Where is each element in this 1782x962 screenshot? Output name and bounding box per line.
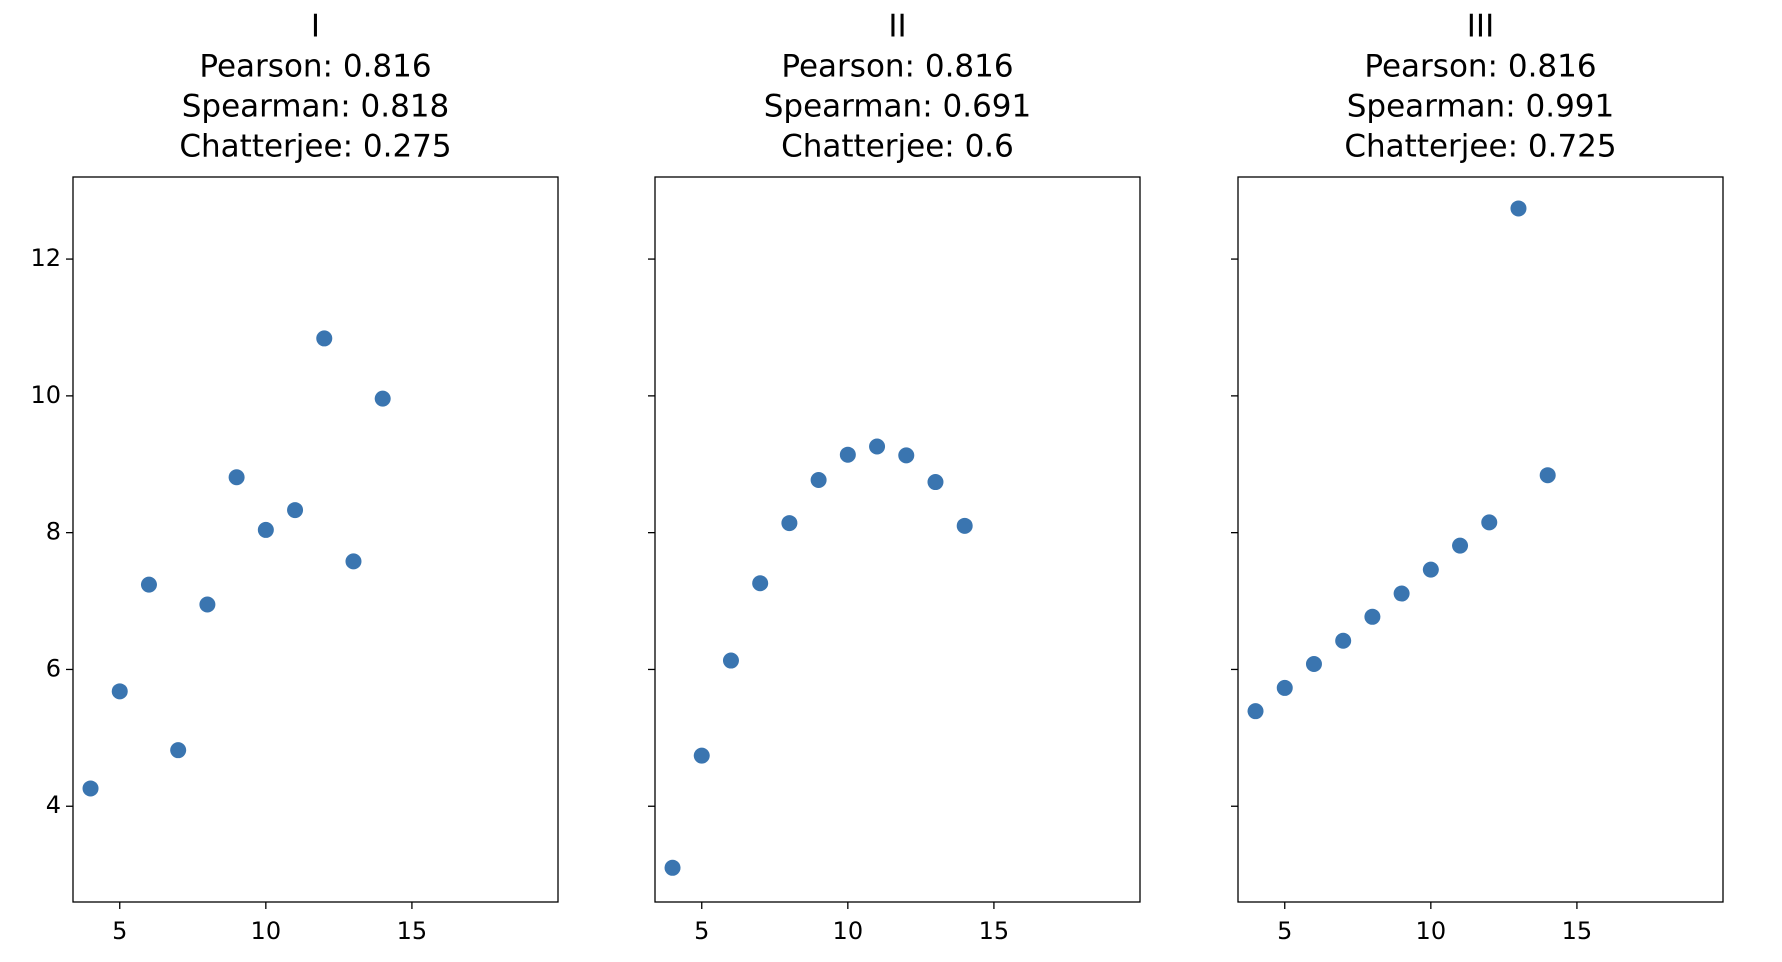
x-tick-label: 10 [1416,917,1447,945]
data-point [111,683,128,700]
data-point [1539,467,1556,484]
x-tick-label: 10 [251,917,282,945]
x-tick-label: 10 [833,917,864,945]
subplot-title-line: Chatterjee: 0.6 [781,129,1014,165]
data-point [228,469,245,486]
data-point [869,438,886,455]
y-tick-label: 8 [46,518,61,546]
data-point [927,474,944,491]
data-point [374,390,391,407]
x-tick-label: 15 [1562,917,1593,945]
data-point [898,447,915,464]
data-point [810,471,827,488]
y-tick-label: 12 [30,244,61,272]
data-point [839,446,856,463]
data-point [1393,585,1410,602]
data-point [781,515,798,532]
subplot-title-line: Spearman: 0.991 [1347,89,1615,125]
data-point [287,502,304,519]
data-point [1276,679,1293,696]
y-tick-label: 6 [46,654,61,682]
subplot-title-line: Pearson: 0.816 [199,49,431,85]
data-point [693,747,710,764]
subplot-title-line: Pearson: 0.816 [781,49,1013,85]
data-point [199,596,216,613]
subplot-title-line: Spearman: 0.691 [764,89,1032,125]
subplot-1: I Pearson: 0.816 Spearman: 0.818 Chatterjee… [30,9,559,945]
data-point [1452,537,1469,554]
subplot-title-line: I [311,9,320,45]
data-point [1335,632,1352,649]
axes-frame [654,176,1141,903]
subplot-title-line: III [1467,9,1494,45]
data-point [1481,514,1498,531]
data-point [82,780,99,797]
y-tick-label: 4 [46,791,61,819]
subplot-title-line: II [888,9,906,45]
data-point [1305,655,1322,672]
subplot-3: III Pearson: 0.816 Spearman: 0.991 Chatterj… [1231,9,1724,945]
data-point [1422,561,1439,578]
x-tick-label: 5 [694,917,709,945]
x-tick-label: 5 [112,917,127,945]
data-point [956,517,973,534]
x-tick-label: 5 [1277,917,1292,945]
x-tick-label: 15 [397,917,428,945]
data-point [1247,703,1264,720]
axes-frame [72,176,559,903]
subplot-title-line: Pearson: 0.816 [1364,49,1596,85]
data-point [170,742,187,759]
subplot-title-line: Spearman: 0.818 [182,89,450,125]
data-point [345,553,362,570]
subplot-title-line: Chatterjee: 0.275 [179,129,451,165]
x-tick-label: 15 [979,917,1010,945]
y-tick-label: 10 [30,381,61,409]
data-point [722,652,739,669]
axes-frame [1237,176,1724,903]
data-point [140,576,157,593]
data-point [752,575,769,592]
data-point [1364,608,1381,625]
data-point [664,859,681,876]
data-point [257,521,274,538]
subplot-title-line: Chatterjee: 0.725 [1344,129,1616,165]
subplot-2: II Pearson: 0.816 Spearman: 0.691 Chatterje… [648,9,1141,945]
data-point [316,330,333,347]
data-point [1510,200,1527,217]
